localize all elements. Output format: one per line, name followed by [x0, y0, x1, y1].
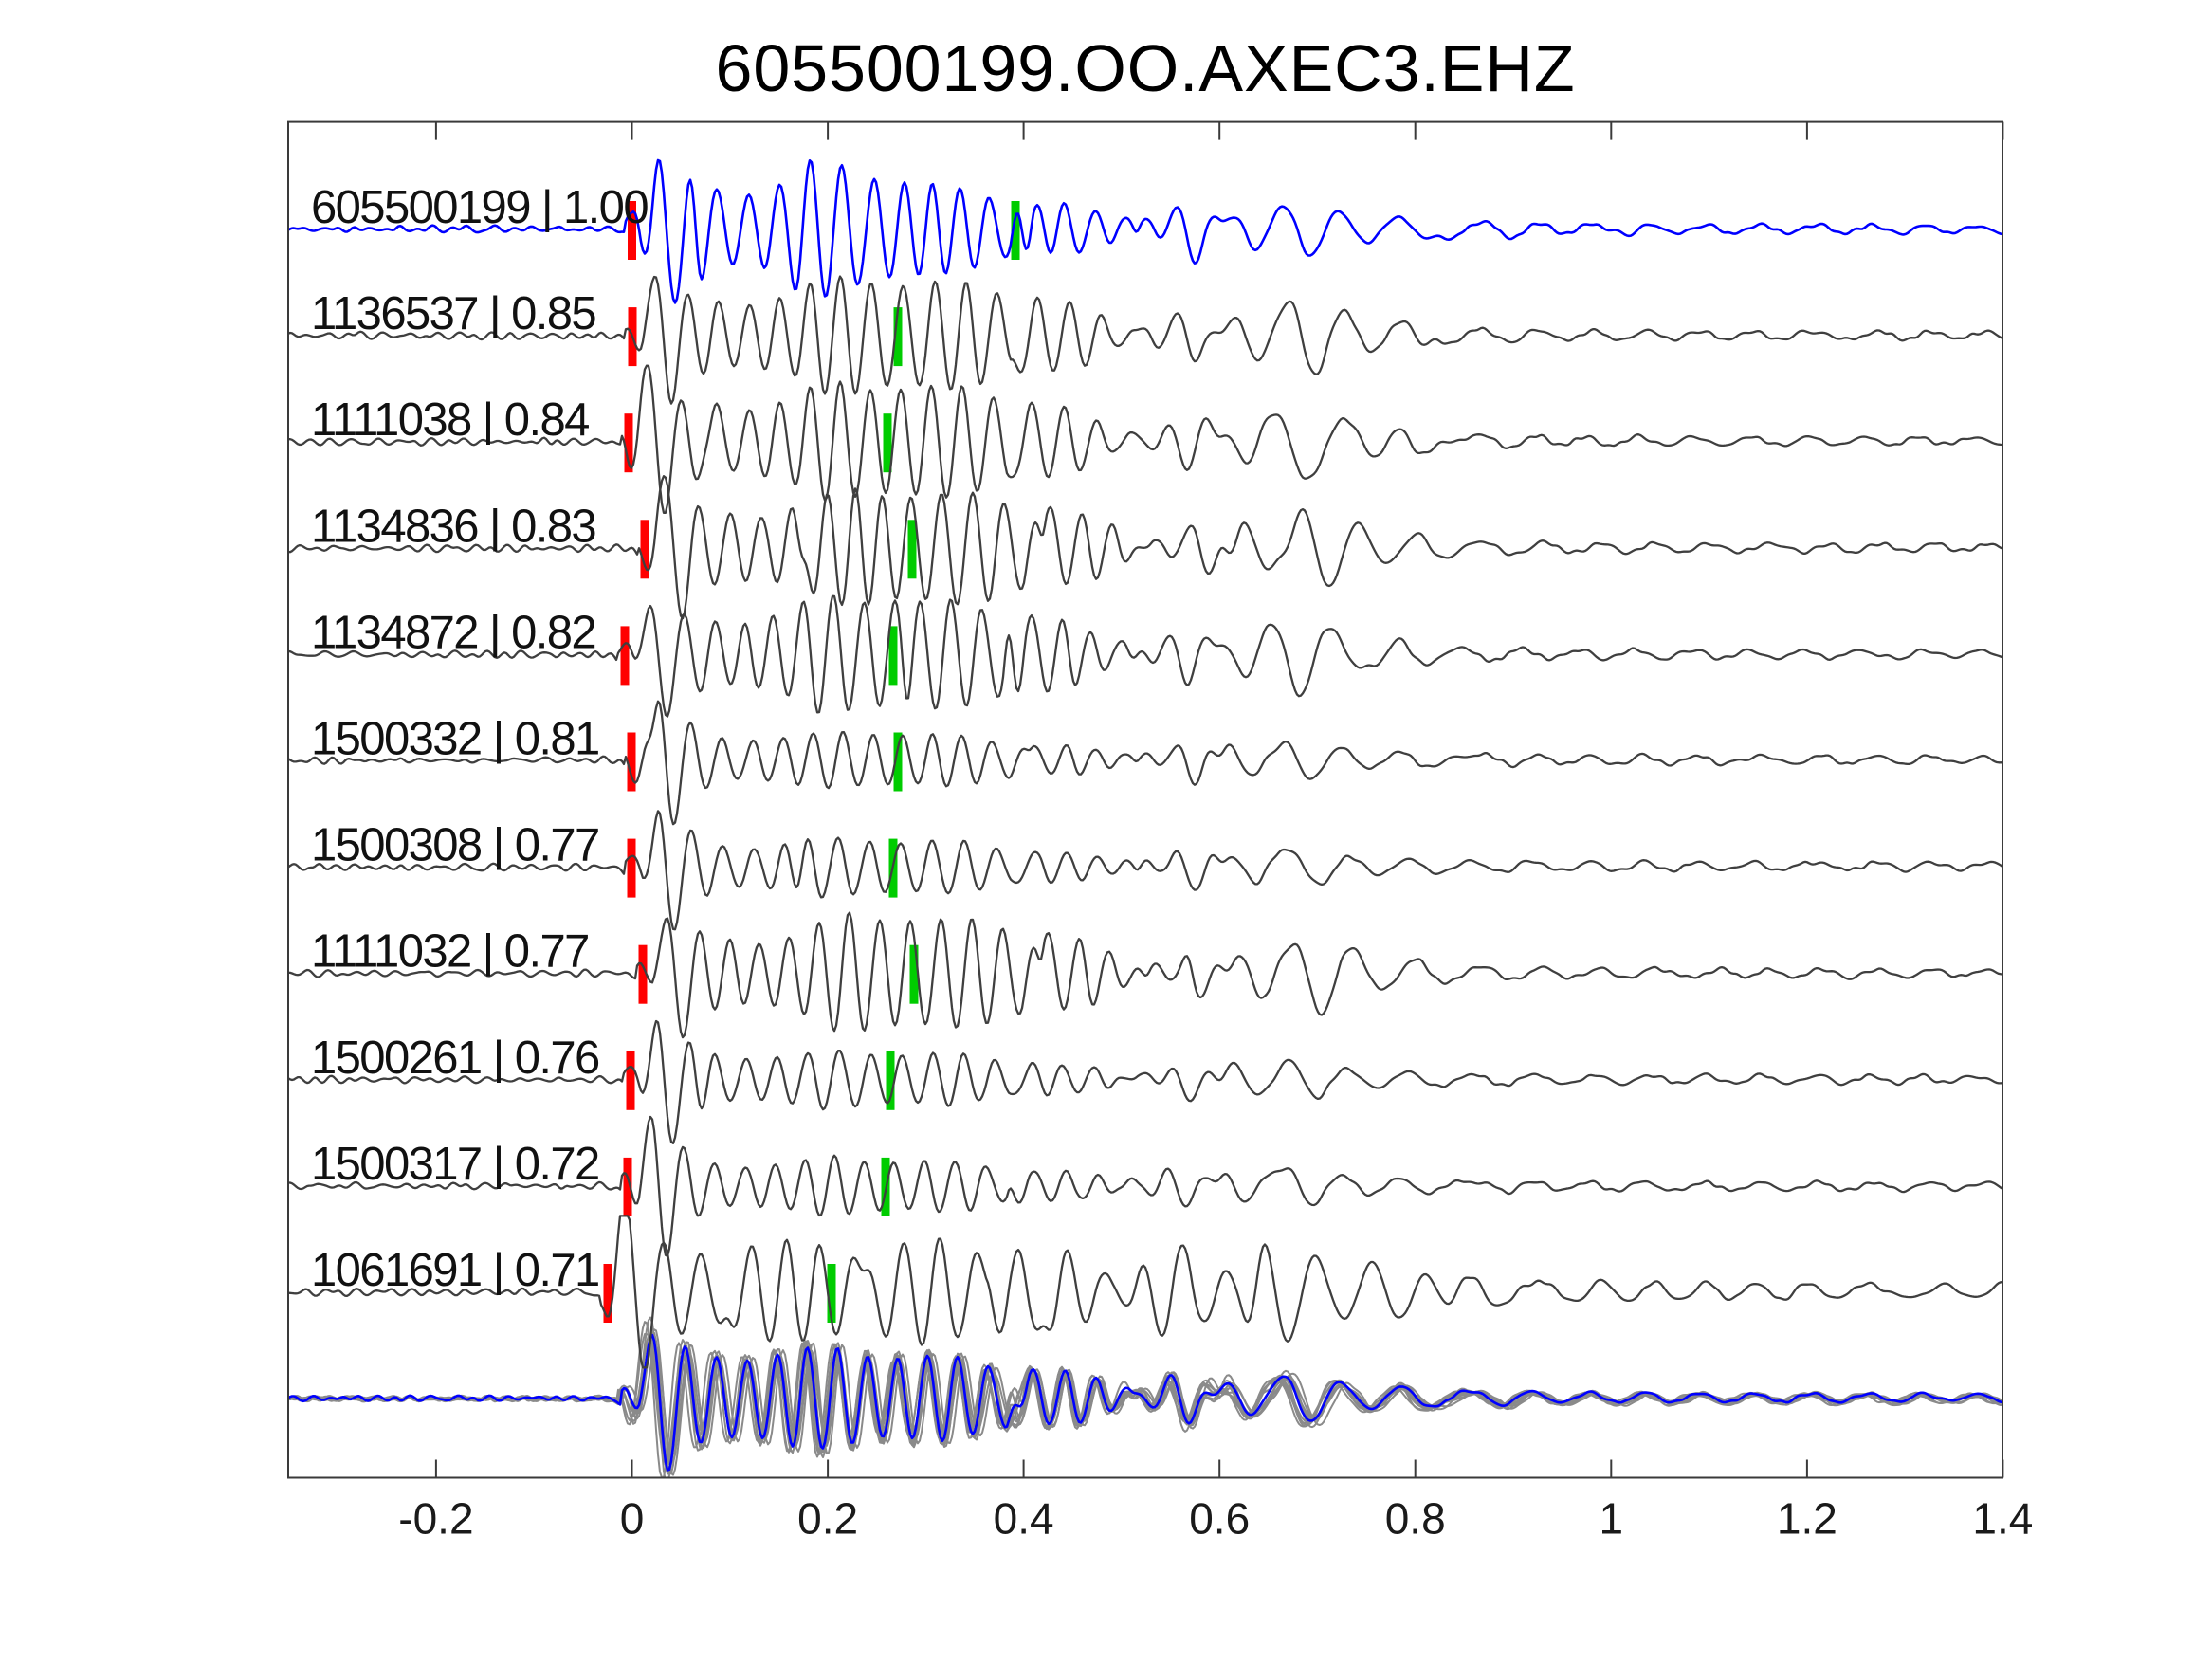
svg-text:0.8: 0.8	[1385, 1494, 1446, 1544]
svg-text:-0.2: -0.2	[398, 1494, 473, 1544]
svg-text:0: 0	[620, 1494, 645, 1544]
svg-text:1111032 | 0.77: 1111032 | 0.77	[311, 926, 589, 978]
svg-text:0.6: 0.6	[1189, 1494, 1250, 1544]
svg-text:1500261 | 0.76: 1500261 | 0.76	[311, 1033, 599, 1084]
svg-text:1136537 | 0.85: 1136537 | 0.85	[311, 288, 595, 339]
svg-text:1500332 | 0.81: 1500332 | 0.81	[311, 714, 599, 765]
svg-text:1134872 | 0.82: 1134872 | 0.82	[311, 607, 595, 658]
svg-text:1.2: 1.2	[1777, 1494, 1837, 1544]
svg-text:1: 1	[1600, 1494, 1624, 1544]
svg-text:1500317 | 0.72: 1500317 | 0.72	[311, 1139, 599, 1190]
svg-text:0.2: 0.2	[797, 1494, 858, 1544]
svg-text:1134836 | 0.83: 1134836 | 0.83	[311, 501, 595, 552]
svg-text:1111038 | 0.84: 1111038 | 0.84	[311, 394, 589, 446]
svg-text:1500308 | 0.77: 1500308 | 0.77	[311, 820, 599, 871]
svg-text:1.4: 1.4	[1972, 1494, 2033, 1544]
svg-text:0.4: 0.4	[994, 1494, 1054, 1544]
svg-text:1061691 | 0.71: 1061691 | 0.71	[311, 1245, 599, 1296]
svg-text:605500199 | 1.00: 605500199 | 1.00	[311, 182, 648, 233]
svg-text:605500199.OO.AXEC3.EHZ: 605500199.OO.AXEC3.EHZ	[716, 31, 1576, 105]
